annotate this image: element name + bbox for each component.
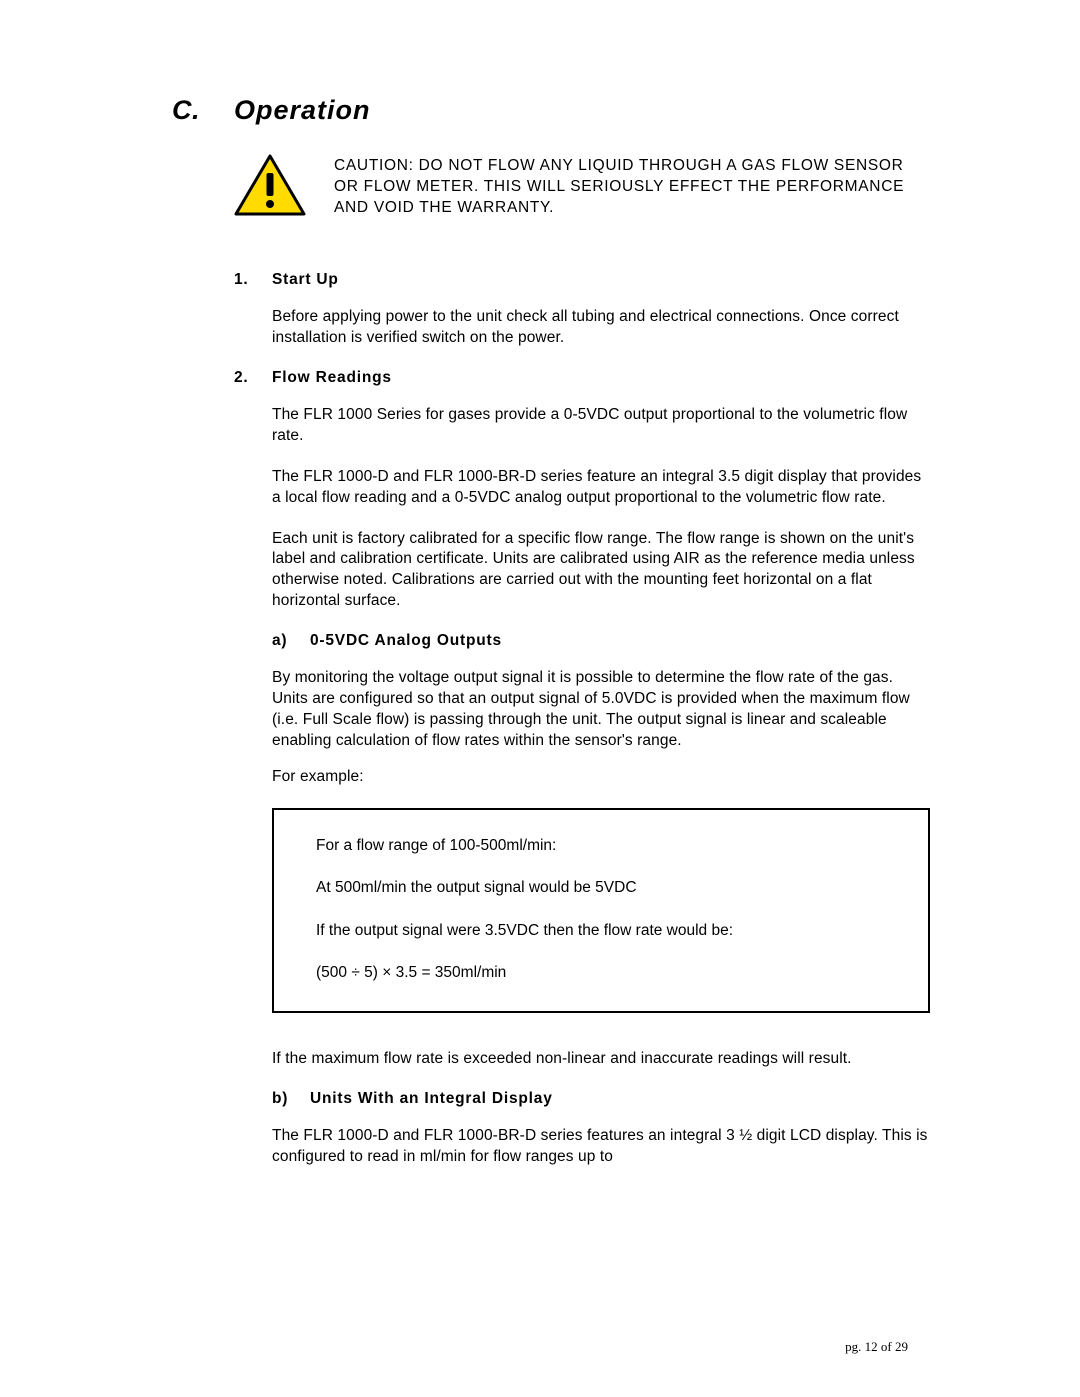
warning-triangle-icon — [234, 154, 306, 223]
paragraph: For example: — [272, 767, 930, 788]
subheading-letter: b) — [272, 1090, 310, 1108]
subheading-letter: a) — [272, 632, 310, 650]
heading-title: Flow Readings — [272, 369, 392, 387]
content-body: 1. Start Up Before applying power to the… — [234, 271, 930, 1168]
example-line: (500 ÷ 5) × 3.5 = 350ml/min — [316, 963, 896, 983]
subheading-analog-outputs: a) 0-5VDC Analog Outputs — [272, 632, 930, 650]
example-line: If the output signal were 3.5VDC then th… — [316, 921, 896, 941]
document-page: C. Operation CAUTION: DO NOT FLOW ANY LI… — [0, 0, 1080, 1397]
paragraph: The FLR 1000-D and FLR 1000-BR-D series … — [272, 467, 930, 509]
section-title: Operation — [234, 95, 371, 126]
caution-block: CAUTION: DO NOT FLOW ANY LIQUID THROUGH … — [234, 154, 930, 223]
subheading-title: Units With an Integral Display — [310, 1090, 553, 1108]
example-line: At 500ml/min the output signal would be … — [316, 878, 896, 898]
example-line: For a flow range of 100-500ml/min: — [316, 836, 896, 856]
paragraph: The FLR 1000-D and FLR 1000-BR-D series … — [272, 1126, 930, 1168]
heading-flow-readings: 2. Flow Readings — [234, 369, 930, 387]
caution-text: CAUTION: DO NOT FLOW ANY LIQUID THROUGH … — [306, 154, 930, 223]
heading-number: 2. — [234, 369, 272, 387]
page-footer: pg. 12 of 29 — [845, 1339, 908, 1355]
paragraph: The FLR 1000 Series for gases provide a … — [272, 405, 930, 447]
example-box: For a flow range of 100-500ml/min: At 50… — [272, 808, 930, 1013]
paragraph: Each unit is factory calibrated for a sp… — [272, 529, 930, 613]
heading-number: 1. — [234, 271, 272, 289]
subheading-title: 0-5VDC Analog Outputs — [310, 632, 502, 650]
section-header: C. Operation — [172, 95, 930, 126]
paragraph: Before applying power to the unit check … — [272, 307, 930, 349]
paragraph: By monitoring the voltage output signal … — [272, 668, 930, 752]
section-letter: C. — [172, 95, 234, 126]
heading-title: Start Up — [272, 271, 339, 289]
paragraph: If the maximum flow rate is exceeded non… — [272, 1049, 930, 1070]
subheading-integral-display: b) Units With an Integral Display — [272, 1090, 930, 1108]
heading-startup: 1. Start Up — [234, 271, 930, 289]
